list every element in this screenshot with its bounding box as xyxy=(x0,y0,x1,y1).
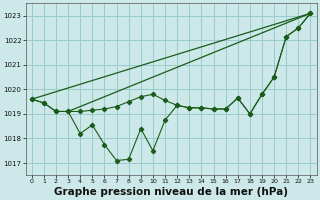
X-axis label: Graphe pression niveau de la mer (hPa): Graphe pression niveau de la mer (hPa) xyxy=(54,187,288,197)
